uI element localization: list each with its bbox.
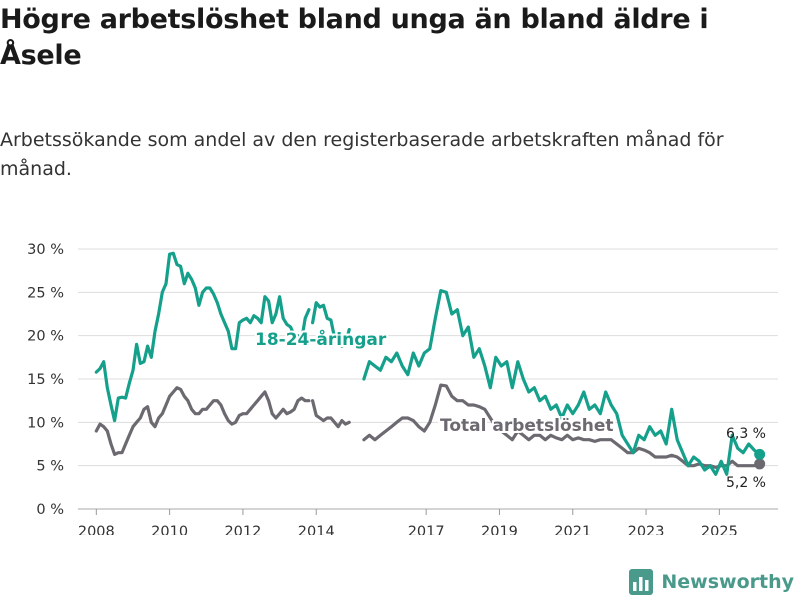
grid-lines — [78, 248, 778, 510]
x-tick-label: 2023 — [628, 524, 665, 535]
y-tick-label: 5 % — [36, 459, 64, 475]
series-line-total-segment-0 — [94, 386, 311, 456]
bar-chart-logo-icon — [629, 569, 654, 595]
chart-title: Högre arbetslöshet bland unga än bland ä… — [0, 4, 709, 71]
x-axis: 2008 2010 2012 2014 2017 2019 2021 2023 2025 — [78, 509, 738, 535]
series-label-total: Total arbetslöshet — [440, 416, 614, 436]
y-tick-label: 10 % — [27, 415, 64, 431]
line-chart: 0 %5 %10 %15 %20 %25 %30 % 2008 2010 2012 2… — [27, 242, 778, 535]
x-tick-label: 2021 — [554, 524, 591, 535]
x-tick-label: 2014 — [298, 524, 335, 535]
x-tick-label: 2025 — [701, 524, 738, 535]
y-axis: 0 % 5 % 10 % 15 % 20 % 25 % 30 % — [27, 242, 64, 518]
y-tick-label: 25 % — [27, 285, 64, 301]
y-tick-label: 20 % — [27, 329, 64, 345]
x-tick-label: 2017 — [408, 524, 445, 535]
series-line-total-segment-2 — [362, 383, 762, 469]
end-value-label-youth: 6,3 % — [726, 426, 766, 442]
series-line-youth-segment-0 — [94, 251, 311, 423]
series-lines — [94, 251, 766, 476]
y-tick-label: 15 % — [27, 372, 64, 388]
y-tick-label: 30 % — [27, 242, 64, 258]
y-tick-label: 0 % — [36, 502, 64, 518]
x-tick-label: 2012 — [224, 524, 261, 535]
end-point-total — [754, 458, 766, 470]
x-tick-label: 2008 — [78, 524, 115, 535]
end-value-label-total: 5,2 % — [726, 475, 766, 491]
series-labels: 18-24-åringar Total arbetslöshet 6,3 % 5,2 … — [253, 326, 766, 491]
series-line-youth-segment-2 — [362, 289, 762, 476]
chart-subtitle: Arbetssökande som andel av den registerb… — [0, 129, 724, 180]
end-point-youth — [754, 448, 766, 460]
series-line-total-segment-1 — [311, 399, 351, 429]
brand-name: Newsworthy — [661, 571, 794, 593]
x-tick-label: 2010 — [151, 524, 188, 535]
x-tick-label: 2019 — [481, 524, 518, 535]
series-label-youth: 18-24-åringar — [255, 328, 387, 350]
brand-footer: Newsworthy — [629, 569, 794, 595]
series-line-youth-segment-1 — [311, 301, 351, 348]
